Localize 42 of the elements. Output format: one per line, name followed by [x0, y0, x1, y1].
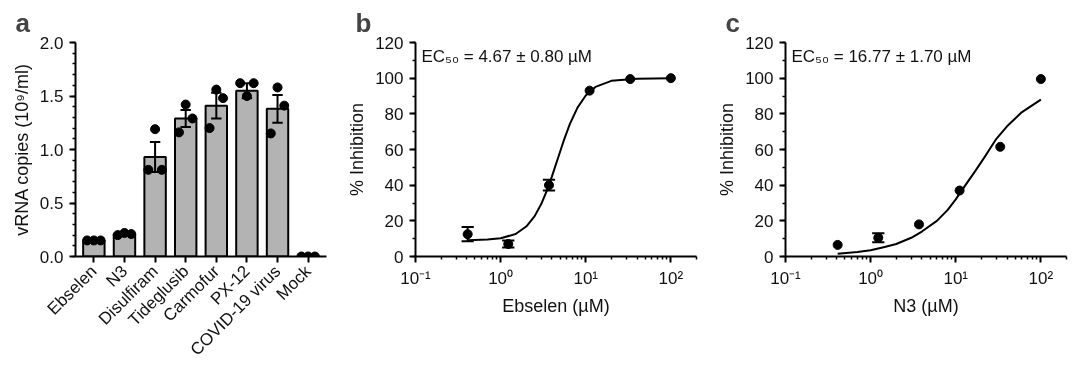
x-axis-title: N3 (µM)	[893, 295, 959, 316]
chart-title: a	[15, 7, 31, 38]
x-tick-label: 10⁻¹	[770, 268, 802, 288]
y-tick-label: 0.0	[39, 247, 64, 267]
x-tick-label: 10²	[1028, 268, 1054, 288]
y-tick-label: 1.5	[39, 87, 64, 106]
point	[665, 73, 676, 84]
chart-title: c	[725, 7, 740, 38]
x-axis-title: Ebselen (µM)	[502, 295, 610, 316]
annotation: EC₅₀ = 16.77 ± 1.70 µM	[791, 46, 972, 66]
point	[832, 239, 843, 250]
y-axis-title: % Inhibition	[717, 102, 738, 197]
y-tick-label: 80	[384, 104, 404, 124]
y-tick-label: 120	[375, 33, 404, 53]
y-tick-label: 20	[754, 211, 774, 231]
y-tick-label: 60	[754, 140, 774, 160]
y-tick-label: 0	[764, 247, 774, 267]
y-tick-label: 60	[384, 140, 404, 160]
x-tick-label: 10⁰	[858, 268, 884, 288]
y-tick-label: 2.0	[39, 33, 64, 53]
y-tick-label: 1.0	[39, 140, 64, 160]
x-tick-label: 10¹	[573, 268, 599, 288]
y-axis-title: vRNA copies (10⁹/ml)	[11, 64, 32, 236]
y-tick-label: 80	[754, 104, 774, 124]
point	[913, 219, 924, 230]
chart-title: b	[355, 7, 372, 38]
y-axis-title: % Inhibition	[347, 102, 368, 197]
y-tick-label: 0.5	[39, 194, 64, 213]
x-tick-label: 10⁻¹	[400, 268, 432, 288]
y-tick-label: 20	[384, 211, 404, 231]
x-tick-label: 10¹	[943, 268, 969, 288]
y-tick-label: 0	[394, 247, 404, 267]
y-tick-label: 100	[745, 69, 774, 89]
y-tick-label: 40	[384, 176, 404, 196]
point	[1035, 74, 1046, 85]
y-tick-label: 40	[754, 176, 774, 196]
y-tick-label: 120	[745, 33, 774, 53]
annotation: EC₅₀ = 4.67 ± 0.80 µM	[421, 46, 593, 66]
x-tick-label: 10²	[658, 268, 684, 288]
point	[995, 141, 1006, 152]
x-tick-label: 10⁰	[488, 268, 514, 288]
y-tick-label: 100	[375, 69, 404, 89]
